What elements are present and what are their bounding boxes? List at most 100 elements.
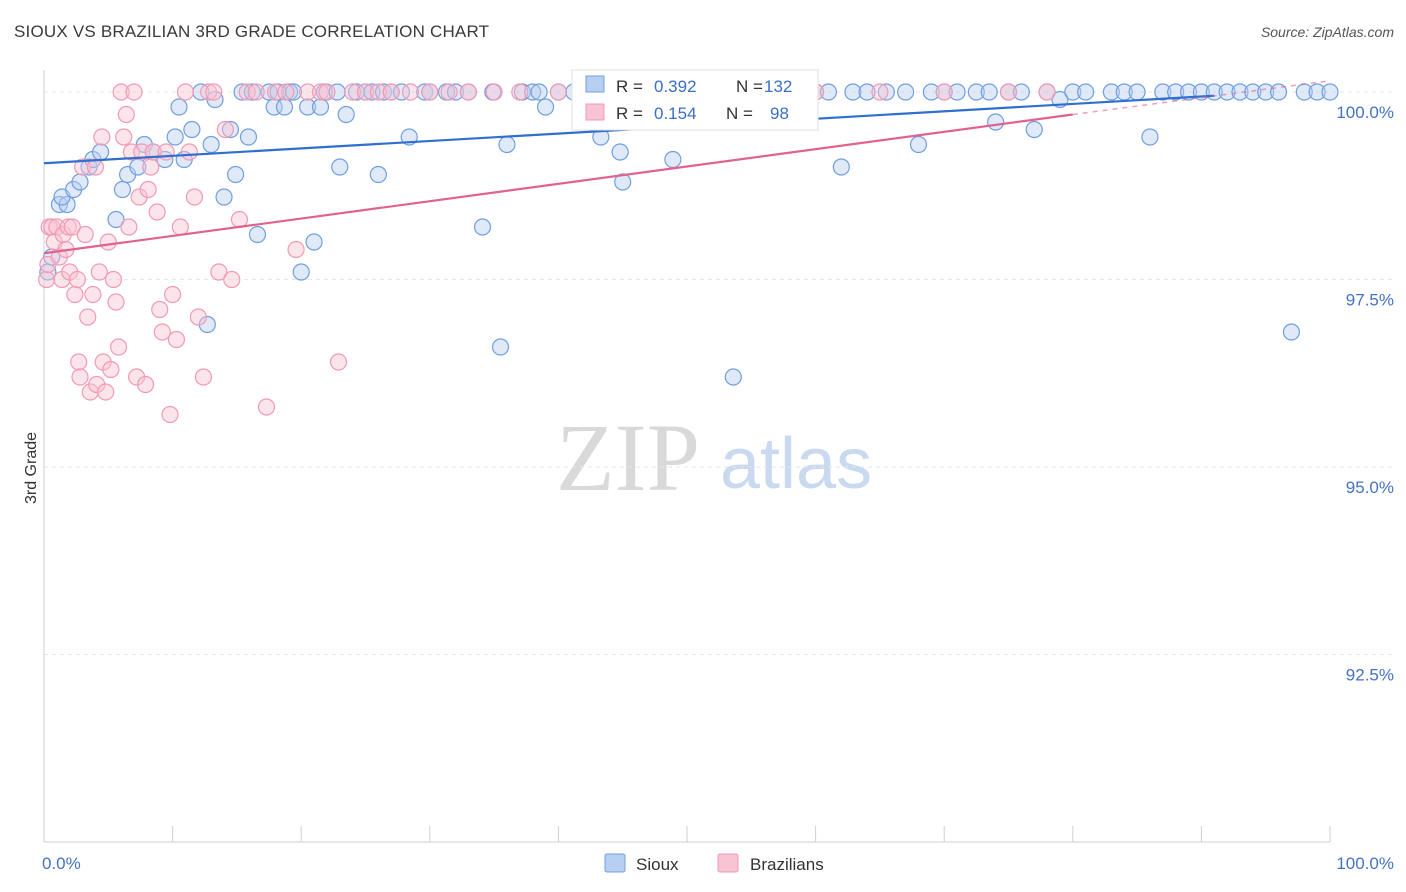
brazilians-point-82	[459, 83, 477, 101]
brazilians-trend-extension	[1072, 80, 1331, 116]
brazilians-point-53	[171, 218, 189, 236]
sioux-point-31	[248, 225, 267, 244]
brazilians-point-84	[511, 83, 529, 101]
chart-title: SIOUX VS BRAZILIAN 3RD GRADE CORRELATION…	[14, 22, 490, 41]
brazilians-point-44	[142, 158, 160, 176]
brazilians-point-63	[223, 270, 241, 289]
brazilians-points	[37, 83, 1056, 424]
brazilians-point-66	[247, 83, 265, 101]
brazilians-point-55	[180, 143, 198, 161]
brazilians-point-54	[176, 83, 195, 101]
sioux-point-54	[416, 83, 434, 101]
brazilians-point-73	[318, 83, 336, 101]
brazilians-point-59	[200, 83, 218, 101]
sioux-point-10	[107, 210, 125, 229]
sioux-point-122	[1282, 323, 1301, 341]
grid	[44, 91, 1394, 655]
sioux-point-57	[446, 83, 465, 101]
sioux-point-65	[530, 83, 548, 101]
sioux-point-98	[967, 83, 985, 101]
sioux-point-97	[948, 83, 966, 101]
y-tick-labels: 100.0% 97.5% 95.0% 92.5%	[1336, 103, 1394, 685]
brazilians-point-15	[70, 353, 88, 371]
sioux-point-111	[1141, 128, 1159, 146]
sioux-point-102	[1012, 83, 1030, 101]
y-tick-label-1: 97.5%	[1346, 291, 1394, 310]
sioux-point-20	[183, 120, 201, 139]
sioux-point-93	[897, 83, 915, 101]
brazilians-point-77	[369, 83, 387, 101]
brazilians-point-97	[1038, 83, 1056, 101]
sioux-point-124	[1308, 83, 1326, 101]
sioux-point-118	[1231, 83, 1249, 101]
sioux-point-38	[292, 263, 310, 281]
brazilians-n-value: 98	[770, 104, 789, 123]
sioux-n-value: 132	[764, 77, 792, 96]
brazilians-point-33	[112, 83, 130, 101]
brazilians-point-67	[257, 398, 276, 416]
y-tick-label-0: 100.0%	[1336, 103, 1394, 122]
sioux-point-73	[614, 173, 632, 191]
brazilians-point-61	[210, 263, 228, 281]
x-tick-right: 100.0%	[1336, 854, 1394, 873]
brazilians-point-28	[99, 233, 117, 251]
brazilians-point-75	[344, 83, 362, 101]
brazilians-point-79	[401, 83, 420, 101]
brazilians-point-85	[549, 83, 568, 101]
sioux-point-17	[166, 128, 184, 146]
sioux-point-61	[491, 338, 510, 356]
brazilians-point-12	[63, 218, 81, 236]
brazilians-point-62	[216, 120, 234, 139]
sioux-n-label: N =	[736, 77, 763, 96]
brazilians-point-56	[185, 188, 204, 206]
brazilians-point-19	[79, 308, 97, 326]
sioux-point-27	[227, 165, 245, 184]
brazilians-point-51	[164, 285, 182, 304]
stats-legend-box	[571, 69, 819, 131]
y-axis-title: 3rd Grade	[23, 432, 40, 504]
sioux-point-100	[987, 113, 1005, 131]
sioux-point-82	[724, 368, 742, 386]
sioux-point-106	[1064, 83, 1082, 101]
brazilians-point-47	[151, 300, 169, 319]
brazilians-point-69	[277, 83, 295, 101]
sioux-point-99	[980, 83, 998, 101]
brazilians-swatch	[585, 103, 605, 121]
sioux-point-25	[215, 188, 233, 206]
sioux-point-30	[243, 83, 261, 101]
sioux-r-value: 0.392	[654, 77, 697, 96]
brazilians-point-21	[84, 285, 102, 304]
sioux-point-64	[524, 83, 542, 101]
sioux-point-41	[311, 98, 330, 116]
y-tick-label-2: 95.0%	[1346, 478, 1394, 497]
brazilians-point-18	[76, 225, 94, 244]
sioux-point-92	[877, 83, 895, 101]
brazilians-trend-line	[43, 113, 1073, 255]
x-tick-left: 0.0%	[42, 854, 81, 873]
brazilians-point-96	[999, 83, 1018, 101]
brazilians-point-65	[238, 83, 256, 101]
brazilians-point-13	[66, 285, 84, 304]
brazilians-point-38	[125, 83, 143, 101]
brazilians-point-31	[107, 293, 125, 311]
brazilians-point-16	[71, 368, 89, 386]
sioux-point-91	[858, 83, 876, 101]
brazilians-r-value: 0.154	[654, 104, 697, 123]
legend-sioux-label: Sioux	[636, 855, 679, 874]
sioux-swatch	[585, 75, 605, 93]
sioux-point-39	[299, 98, 317, 116]
legend-brazilians-label: Brazilians	[750, 855, 824, 874]
brazilians-point-83	[485, 83, 503, 101]
brazilians-point-24	[90, 263, 108, 281]
sioux-point-59	[473, 218, 492, 236]
sioux-point-125	[1321, 83, 1339, 101]
sioux-point-95	[922, 83, 940, 101]
sioux-point-40	[305, 233, 323, 251]
brazilians-point-0	[37, 270, 56, 289]
stats-legend: R = 0.392 N = 132 R = 0.154 N = 98	[571, 69, 819, 131]
sioux-point-9	[91, 143, 110, 161]
brazilians-point-27	[97, 383, 115, 401]
brazilians-point-80	[421, 83, 439, 101]
sioux-point-72	[611, 143, 629, 161]
